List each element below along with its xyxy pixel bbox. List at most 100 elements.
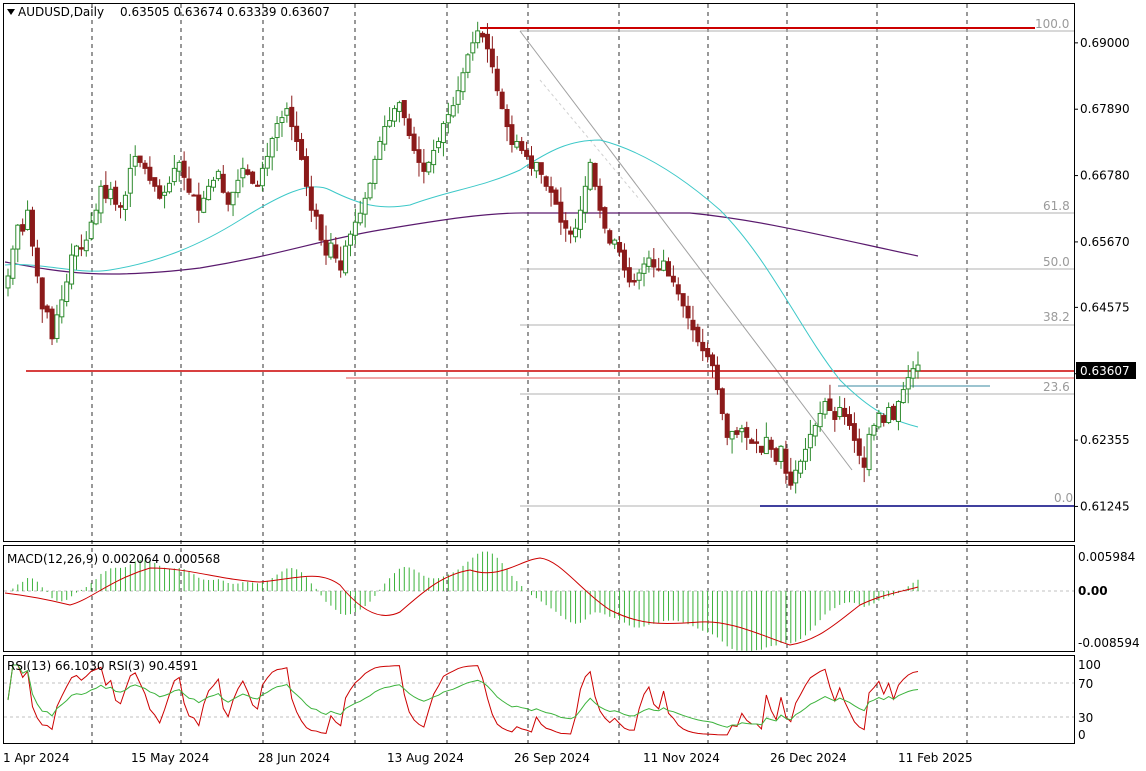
price-tick-label: 0.69000 (1080, 36, 1130, 50)
price-tick-label: 0.66780 (1080, 169, 1130, 183)
candle (191, 193, 197, 197)
candle (436, 137, 442, 153)
rsi3-line (7, 664, 919, 736)
candle (230, 191, 236, 217)
candle (445, 102, 451, 134)
candle (621, 243, 627, 278)
candle (406, 113, 412, 139)
candle (768, 436, 774, 458)
candle (837, 396, 843, 420)
price-tick-label: 0.65670 (1080, 235, 1130, 249)
macd-axis: 0.005984 0.00 -0.008594 (1078, 550, 1140, 650)
candle (132, 145, 138, 176)
candle (5, 268, 11, 297)
candle (754, 428, 760, 454)
date-axis: 1 Apr 2024 15 May 2024 28 Jun 2024 13 Aug 2… (3, 751, 973, 765)
fib-100-label: 100.0 (1035, 17, 1069, 31)
candle (876, 409, 882, 430)
candle (279, 110, 285, 137)
candle (113, 180, 119, 211)
candle (274, 116, 280, 152)
candle (847, 406, 853, 430)
candle (59, 285, 65, 324)
candle (303, 148, 309, 197)
candle (690, 305, 696, 342)
candle (905, 365, 911, 404)
candle (851, 412, 857, 453)
candle (802, 438, 808, 470)
date-tick-label: 1 Apr 2024 (3, 751, 70, 765)
candle (367, 182, 373, 201)
candle (64, 273, 70, 307)
candle (724, 412, 730, 446)
fib-61.8-label: 61.8 (1043, 199, 1070, 213)
candle (817, 401, 823, 432)
date-tick-label: 26 Sep 2024 (514, 751, 590, 765)
candle (670, 265, 676, 287)
candle (162, 185, 168, 209)
macd-header: MACD(12,26,9) 0.002064 0.000568 (7, 552, 220, 566)
candle (73, 244, 79, 270)
candle (714, 356, 720, 395)
rsi-axis: 100 70 30 0 (1078, 658, 1101, 742)
candle (475, 21, 481, 49)
candle (783, 440, 789, 484)
candle (563, 212, 569, 242)
candlestick-series (5, 21, 921, 494)
candle (744, 421, 750, 450)
candle (83, 231, 89, 257)
candle (524, 141, 530, 160)
candle (886, 402, 892, 425)
macd-tick-bottom: -0.008594 (1078, 636, 1140, 650)
candle (729, 430, 735, 454)
candle (749, 437, 755, 444)
candle (793, 460, 799, 494)
candle (49, 306, 55, 346)
candle (328, 232, 334, 260)
candle (881, 413, 887, 427)
candle (719, 387, 725, 421)
candle (573, 218, 579, 243)
candle (636, 269, 642, 290)
candle (734, 426, 740, 438)
price-tick-label: 0.62355 (1080, 433, 1130, 447)
candle (137, 155, 143, 168)
candle (15, 224, 21, 263)
candle (54, 304, 60, 343)
candle (201, 190, 207, 214)
candle (700, 328, 706, 362)
candle (866, 427, 872, 477)
candle (10, 245, 16, 285)
candle (255, 180, 261, 187)
candle (210, 176, 216, 192)
candle (323, 225, 329, 265)
candle (778, 444, 784, 469)
candle (78, 234, 84, 257)
chart-menu-triangle-icon[interactable] (7, 9, 15, 15)
candle (592, 162, 598, 191)
candle (299, 132, 305, 161)
candle (108, 181, 114, 206)
candle (171, 154, 177, 186)
candle (240, 157, 246, 188)
candle (509, 115, 515, 153)
candle (352, 208, 358, 245)
candle (465, 52, 471, 79)
rsi-tick-70: 70 (1078, 677, 1093, 691)
candle (680, 293, 686, 318)
candle (538, 162, 544, 184)
candle (269, 136, 275, 171)
fib-levels: 100.0 61.8 50.0 38.2 23.6 0.0 (520, 17, 1074, 507)
candle (450, 96, 456, 118)
candle (25, 200, 31, 231)
vertical-grid (91, 4, 968, 743)
candle (739, 424, 745, 443)
candle (788, 457, 794, 490)
candle (514, 134, 520, 150)
candle (411, 126, 417, 154)
candle (157, 179, 163, 200)
candle (646, 250, 652, 273)
candle (382, 115, 388, 151)
macd-panel (3, 545, 1075, 652)
